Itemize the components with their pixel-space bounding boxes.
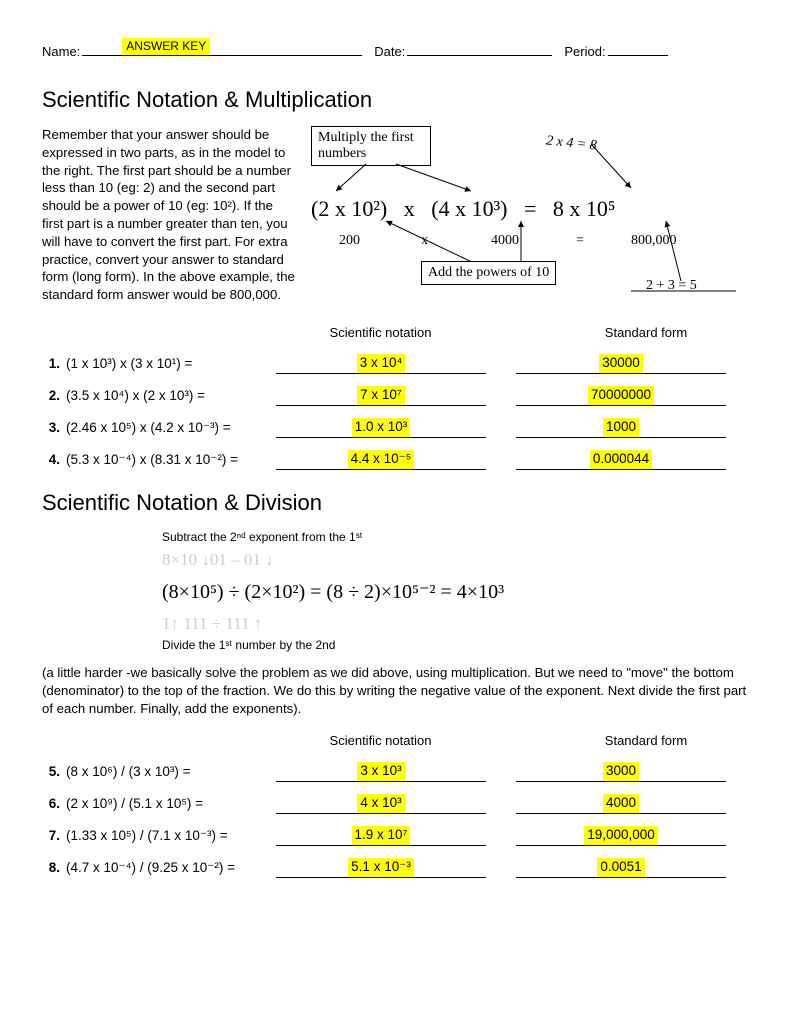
callout-add: Add the powers of 10 xyxy=(421,261,556,285)
answer-std: 70000000 xyxy=(516,386,726,406)
ghost-top: 8×10 ↓01 – 01 ↓ xyxy=(162,548,749,572)
answer-sci: 1.9 x 10⁷ xyxy=(276,826,486,846)
multiplication-diagram: Multiply the first numbers 2 x 4 = 8 (2 … xyxy=(311,126,749,306)
date-field xyxy=(407,40,552,56)
problem-number: 3. xyxy=(42,419,66,438)
eq-x: x xyxy=(404,196,415,221)
col-header-std: Standard form xyxy=(543,324,749,342)
answer-std: 0.000044 xyxy=(516,450,726,470)
note-divide: Divide the 1ˢᵗ number by the 2nd xyxy=(162,637,749,654)
problem-row: 4. (5.3 x 10⁻⁴) x (8.31 x 10⁻²) = 4.4 x … xyxy=(42,450,749,470)
problem-number: 1. xyxy=(42,355,66,374)
problem-row: 3. (2.46 x 10⁵) x (4.2 x 10⁻³) = 1.0 x 1… xyxy=(42,418,749,438)
problem-text: (5.3 x 10⁻⁴) x (8.31 x 10⁻²) = xyxy=(66,451,276,470)
problem-number: 6. xyxy=(42,795,66,814)
answer-std: 3000 xyxy=(516,762,726,782)
answer-sci: 5.1 x 10⁻³ xyxy=(276,858,486,878)
callout-multiply: Multiply the first numbers xyxy=(311,126,431,166)
eq-eq: = xyxy=(524,196,536,221)
problem-row: 1. (1 x 10³) x (3 x 10¹) = 3 x 10⁴ 30000 xyxy=(42,354,749,374)
division-explain: (a little harder -we basically solve the… xyxy=(42,664,749,717)
problem-number: 2. xyxy=(42,387,66,406)
division-diagram: Subtract the 2ⁿᵈ exponent from the 1ˢᵗ 8… xyxy=(162,529,749,654)
division-equation: (8×10⁵) ÷ (2×10²) = (8 ÷ 2)×10⁵⁻² = 4×10… xyxy=(162,578,749,606)
problem-number: 8. xyxy=(42,859,66,878)
answer-sci: 3 x 10⁴ xyxy=(276,354,486,374)
eq-left: (2 x 10²) xyxy=(311,196,387,221)
col-header-std: Standard form xyxy=(543,732,749,750)
problem-row: 8. (4.7 x 10⁻⁴) / (9.25 x 10⁻²) = 5.1 x … xyxy=(42,858,749,878)
name-field: ANSWER KEY xyxy=(82,40,362,56)
note-subtract: Subtract the 2ⁿᵈ exponent from the 1ˢᵗ xyxy=(162,529,749,546)
side-eq-bottom: 2 + 3 = 5 xyxy=(646,276,697,296)
val-eq: = xyxy=(576,231,584,251)
answer-sci: 7 x 10⁷ xyxy=(276,386,486,406)
val-4000: 4000 xyxy=(491,231,519,251)
section1-problems: 1. (1 x 10³) x (3 x 10¹) = 3 x 10⁴ 30000… xyxy=(42,354,749,470)
problem-row: 5. (8 x 10⁶) / (3 x 10³) = 3 x 10³ 3000 xyxy=(42,762,749,782)
problem-text: (3.5 x 10⁴) x (2 x 10³) = xyxy=(66,387,276,406)
answer-std: 1000 xyxy=(516,418,726,438)
section2-column-headers: Scientific notation Standard form xyxy=(42,732,749,750)
col-header-sci: Scientific notation xyxy=(277,324,483,342)
val-800000: 800,000 xyxy=(631,231,677,251)
worksheet-header: Name: ANSWER KEY Date: Period: xyxy=(42,40,749,61)
answer-std: 30000 xyxy=(516,354,726,374)
answer-std: 19,000,000 xyxy=(516,826,726,846)
problem-text: (8 x 10⁶) / (3 x 10³) = xyxy=(66,763,276,782)
side-eq-top: 2 x 4 = 8 xyxy=(545,131,597,156)
answer-sci: 4 x 10³ xyxy=(276,794,486,814)
answer-std: 0.0051 xyxy=(516,858,726,878)
problem-text: (2.46 x 10⁵) x (4.2 x 10⁻³) = xyxy=(66,419,276,438)
problem-number: 4. xyxy=(42,451,66,470)
eq-right: 8 x 10⁵ xyxy=(553,196,616,221)
problem-text: (1.33 x 10⁵) / (7.1 x 10⁻³) = xyxy=(66,827,276,846)
val-200: 200 xyxy=(339,231,360,251)
ghost-bottom: 1↑ 111 ÷ 111 ↑ xyxy=(162,612,749,636)
problem-row: 7. (1.33 x 10⁵) / (7.1 x 10⁻³) = 1.9 x 1… xyxy=(42,826,749,846)
problem-number: 5. xyxy=(42,763,66,782)
problem-number: 7. xyxy=(42,827,66,846)
name-label: Name: xyxy=(42,43,80,61)
problem-text: (2 x 10⁹) / (5.1 x 10⁵) = xyxy=(66,795,276,814)
problem-row: 2. (3.5 x 10⁴) x (2 x 10³) = 7 x 10⁷ 700… xyxy=(42,386,749,406)
val-x: x xyxy=(421,231,428,251)
answer-key-badge: ANSWER KEY xyxy=(122,38,210,55)
section1-title: Scientific Notation & Multiplication xyxy=(42,85,749,116)
problem-text: (4.7 x 10⁻⁴) / (9.25 x 10⁻²) = xyxy=(66,859,276,878)
problem-text: (1 x 10³) x (3 x 10¹) = xyxy=(66,355,276,374)
intro-block: Remember that your answer should be expr… xyxy=(42,126,749,306)
section2-title: Scientific Notation & Division xyxy=(42,488,749,519)
date-label: Date: xyxy=(374,43,405,61)
intro-text: Remember that your answer should be expr… xyxy=(42,126,297,306)
answer-sci: 4.4 x 10⁻⁵ xyxy=(276,450,486,470)
answer-std: 4000 xyxy=(516,794,726,814)
answer-sci: 1.0 x 10³ xyxy=(276,418,486,438)
section2-problems: 5. (8 x 10⁶) / (3 x 10³) = 3 x 10³ 3000 … xyxy=(42,762,749,878)
period-label: Period: xyxy=(564,43,605,61)
section1-column-headers: Scientific notation Standard form xyxy=(42,324,749,342)
period-field xyxy=(608,40,668,56)
col-header-sci: Scientific notation xyxy=(277,732,483,750)
problem-row: 6. (2 x 10⁹) / (5.1 x 10⁵) = 4 x 10³ 400… xyxy=(42,794,749,814)
answer-sci: 3 x 10³ xyxy=(276,762,486,782)
eq-mid: (4 x 10³) xyxy=(431,196,507,221)
